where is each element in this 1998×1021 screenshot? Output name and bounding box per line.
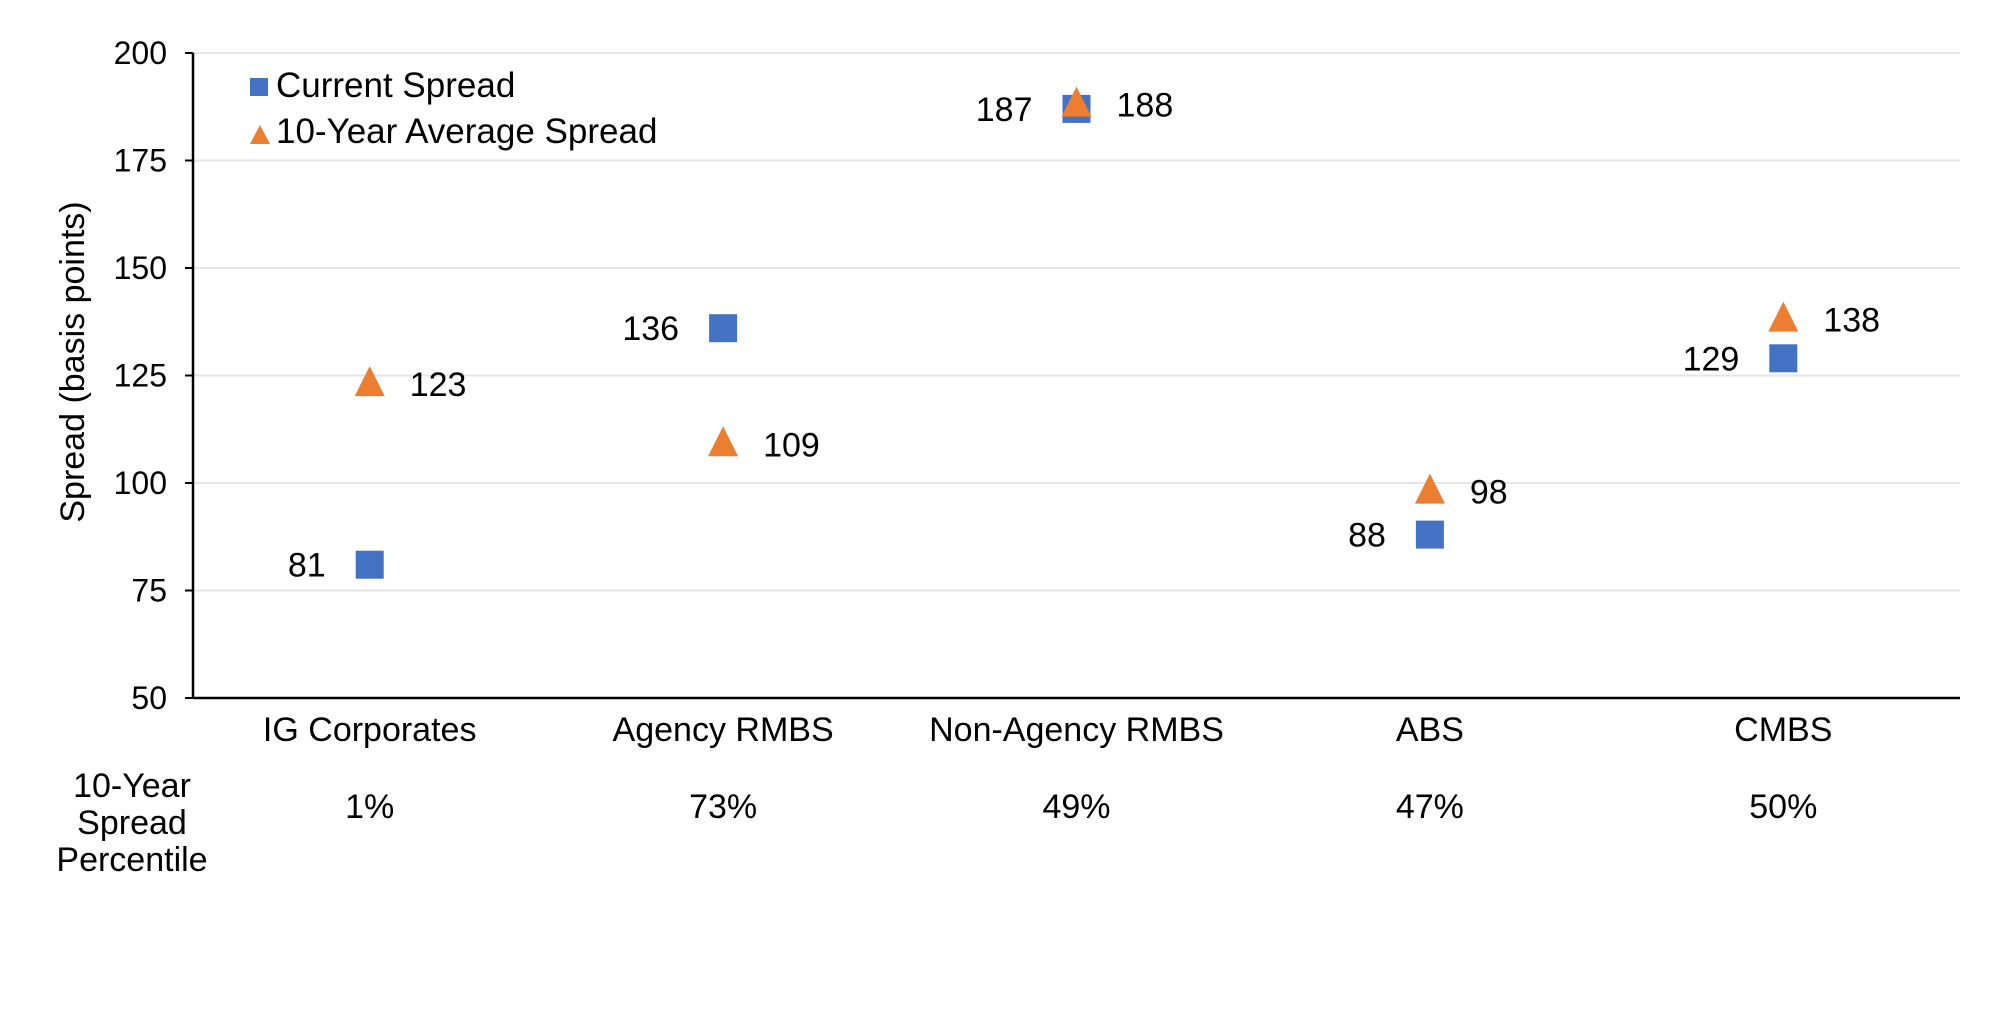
current-spread-label: 81 bbox=[288, 547, 326, 585]
current-spread-label: 129 bbox=[1683, 340, 1740, 378]
current-spread-label: 136 bbox=[622, 310, 679, 348]
y-tick-label: 125 bbox=[114, 358, 167, 394]
y-tick-label: 50 bbox=[131, 680, 167, 716]
current-spread-point bbox=[1415, 520, 1444, 549]
avg-spread-label: 188 bbox=[1117, 87, 1174, 125]
x-category-label: CMBS bbox=[1734, 711, 1832, 749]
percentile-row-title: 10-Year Spread Percentile bbox=[56, 767, 207, 879]
y-tick-label: 200 bbox=[114, 35, 167, 71]
percentile-value: 73% bbox=[689, 788, 757, 826]
y-tick-label: 150 bbox=[114, 250, 167, 286]
data-points bbox=[354, 86, 1799, 579]
current-spread-point bbox=[355, 550, 384, 579]
avg-spread-point bbox=[708, 426, 739, 457]
avg-spread-label: 138 bbox=[1823, 302, 1880, 340]
avg-spread-point bbox=[1414, 473, 1445, 504]
current-spread-point bbox=[709, 314, 738, 343]
y-tick-label: 75 bbox=[131, 573, 167, 609]
current-spread-label: 187 bbox=[976, 91, 1033, 129]
x-category-label: Non-Agency RMBS bbox=[929, 711, 1224, 749]
percentile-title-line-1: 10-Year bbox=[73, 767, 191, 805]
avg-spread-point bbox=[1768, 301, 1799, 332]
avg-spread-point bbox=[354, 366, 385, 397]
percentile-value: 47% bbox=[1396, 788, 1464, 826]
avg-spread-label: 109 bbox=[763, 426, 820, 464]
percentile-value: 1% bbox=[345, 788, 394, 826]
percentile-values: 1% 73% 49% 47% 50% bbox=[345, 788, 1817, 826]
current-spread-point bbox=[1769, 344, 1798, 373]
y-tick-label: 100 bbox=[114, 465, 167, 501]
x-category-label: IG Corporates bbox=[263, 711, 477, 749]
y-tick-label: 175 bbox=[114, 143, 167, 179]
y-axis-ticks: 50 75 100 125 150 175 200 bbox=[114, 35, 193, 716]
x-category-label: ABS bbox=[1396, 711, 1464, 749]
percentile-value: 49% bbox=[1042, 788, 1110, 826]
avg-spread-label: 98 bbox=[1470, 474, 1508, 512]
data-labels: 81 136 187 88 129 123 109 188 98 138 bbox=[288, 87, 1880, 585]
percentile-title-line-3: Percentile bbox=[56, 841, 207, 879]
gridlines bbox=[193, 52, 1960, 592]
x-axis-categories: IG Corporates Agency RMBS Non-Agency RMBS A… bbox=[263, 711, 1832, 749]
avg-spread-label: 123 bbox=[410, 366, 467, 404]
legend: Current Spread 10-Year Average Spread bbox=[250, 66, 657, 151]
current-spread-label: 88 bbox=[1348, 517, 1386, 555]
avg-spread-point bbox=[1061, 86, 1092, 117]
legend-current-spread-marker bbox=[250, 78, 268, 96]
percentile-value: 50% bbox=[1749, 788, 1817, 826]
legend-10yr-average-label: 10-Year Average Spread bbox=[276, 112, 657, 151]
legend-10yr-average-marker bbox=[250, 125, 270, 144]
legend-current-spread-label: Current Spread bbox=[276, 66, 515, 105]
percentile-title-line-2: Spread bbox=[77, 804, 187, 842]
x-category-label: Agency RMBS bbox=[613, 711, 834, 749]
y-axis-title: Spread (basis points) bbox=[54, 201, 92, 522]
